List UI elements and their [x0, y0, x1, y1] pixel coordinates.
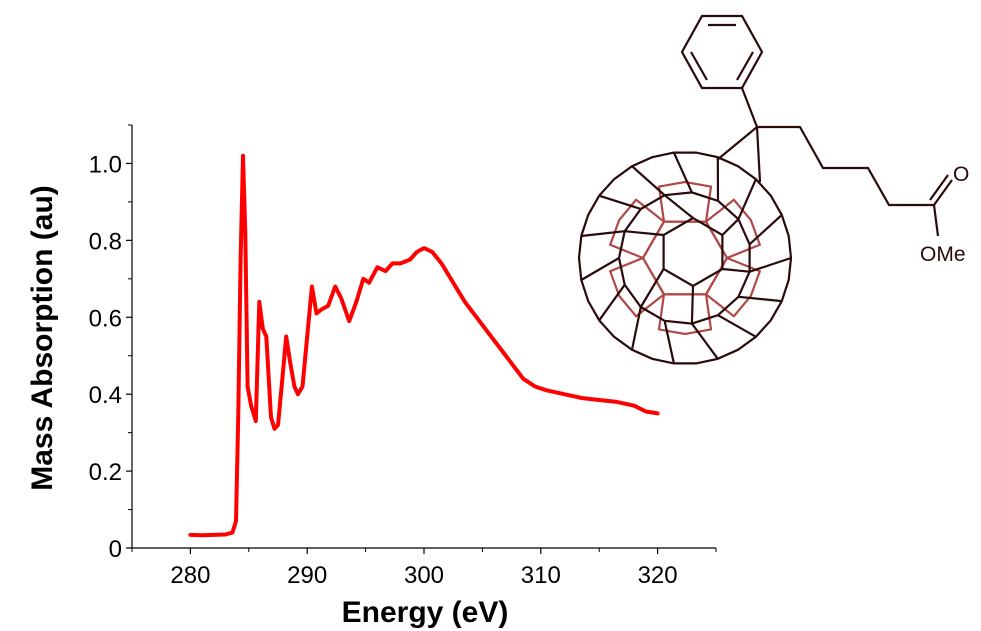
front-pentagon-ring: [617, 191, 751, 325]
cage-edge: [598, 284, 626, 321]
fullerene-front-cage: [577, 151, 793, 365]
cage-edge: [630, 306, 642, 351]
back-face: [608, 198, 666, 260]
cage-outline: [577, 151, 793, 365]
cage-edge: [738, 295, 782, 303]
cage-edge: [598, 194, 642, 211]
y-tick-label: 0.4: [89, 382, 122, 409]
y-tick-label: 0: [109, 536, 122, 563]
y-tick-label: 0.2: [89, 459, 122, 486]
y-tick-label: 0.8: [89, 228, 122, 255]
cage-edge: [691, 322, 719, 360]
cage-edge: [663, 320, 675, 364]
cage-edge: [672, 152, 693, 193]
plot-area: [188, 153, 660, 538]
x-tick-label: 290: [287, 562, 327, 589]
x-tick-label: 310: [521, 562, 561, 589]
x-axis-title: Energy (eV): [342, 596, 509, 629]
y-tick-label: 1.0: [89, 151, 122, 178]
cage-edge: [722, 267, 750, 273]
cage-edge: [748, 214, 783, 246]
cage-edge: [580, 257, 620, 281]
y-tick-label: 0.6: [89, 305, 122, 332]
front-hexagon: [662, 216, 724, 288]
cage-edge: [581, 230, 625, 238]
back-face: [704, 198, 762, 260]
axes: 280 290 300 310 320 0 0.2 0.4 0.6 0.8 1.0: [89, 124, 717, 589]
cage-edge: [749, 256, 792, 273]
back-face: [657, 293, 713, 336]
cage-edge: [721, 218, 740, 236]
phenyl-ring: [680, 14, 764, 90]
absorption-series-line: [188, 153, 660, 538]
back-face: [608, 256, 666, 318]
y-axis-title: Mass Absorption (au): [26, 185, 59, 491]
cage-edge: [639, 268, 665, 308]
carbonyl-oxygen-label: O: [953, 163, 969, 186]
fullerene-back-cage: [608, 180, 762, 336]
methoxy-label: OMe: [920, 243, 966, 266]
cage-edge: [624, 230, 664, 237]
cage-edge: [737, 178, 757, 220]
back-face: [657, 180, 713, 223]
pcbm-molecule-structure: O OMe: [577, 14, 969, 365]
x-tick-label: 280: [170, 562, 210, 589]
cage-edge: [663, 194, 694, 219]
back-face: [704, 256, 762, 318]
x-tick-label: 320: [638, 562, 678, 589]
cage-edge: [717, 314, 757, 338]
cage-edge: [631, 165, 666, 197]
side-chain: [716, 87, 953, 237]
x-tick-label: 300: [404, 562, 444, 589]
cage-edge: [690, 285, 695, 324]
